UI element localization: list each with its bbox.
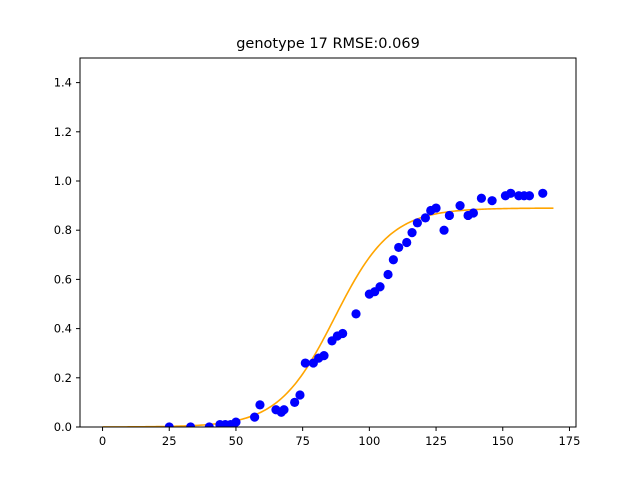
y-tick-label: 0.6 bbox=[54, 272, 72, 286]
x-tick-label: 50 bbox=[229, 434, 244, 448]
y-tick-label: 1.2 bbox=[54, 125, 72, 139]
x-tick-label: 0 bbox=[99, 434, 106, 448]
y-tick-label: 0.0 bbox=[54, 420, 72, 434]
x-tick-label: 25 bbox=[162, 434, 177, 448]
data-point bbox=[351, 309, 361, 319]
data-point bbox=[420, 213, 430, 223]
data-point bbox=[164, 422, 174, 427]
data-point bbox=[300, 358, 310, 368]
axes: 0 25 50 75 100 125 150 175 0.0 0.2 0.4 0.6 0.8 1.0 1.2… bbox=[54, 57, 580, 448]
data-point bbox=[388, 255, 398, 265]
data-point bbox=[290, 397, 300, 407]
y-tick-label: 0.8 bbox=[54, 223, 72, 237]
data-point bbox=[394, 242, 404, 253]
chart-title: genotype 17 RMSE:0.069 bbox=[236, 36, 420, 52]
data-point bbox=[412, 218, 422, 228]
data-point bbox=[476, 193, 487, 203]
y-tick-label: 1.4 bbox=[54, 76, 72, 90]
data-point bbox=[375, 282, 385, 292]
data-point bbox=[204, 422, 214, 427]
data-point bbox=[250, 412, 260, 422]
data-point bbox=[487, 196, 497, 206]
x-tick-label: 100 bbox=[358, 434, 380, 448]
y-tick-label: 1.0 bbox=[54, 174, 72, 188]
data-point bbox=[455, 201, 465, 211]
data-point bbox=[319, 351, 329, 361]
data-point bbox=[431, 203, 441, 213]
x-tick-label: 125 bbox=[425, 434, 447, 448]
data-point bbox=[295, 390, 305, 400]
x-tick-label: 175 bbox=[558, 434, 580, 448]
data-point bbox=[524, 191, 535, 201]
data-point bbox=[407, 228, 417, 238]
data-point bbox=[231, 417, 241, 427]
data-point bbox=[255, 400, 265, 410]
plot-frame bbox=[79, 57, 577, 428]
data-point bbox=[383, 269, 393, 280]
data-point bbox=[506, 188, 516, 198]
plot-area bbox=[102, 188, 554, 427]
data-point bbox=[444, 210, 454, 221]
y-tick-label: 0.4 bbox=[54, 322, 72, 336]
data-point bbox=[538, 188, 548, 198]
fit-curve-line bbox=[102, 207, 554, 427]
data-point bbox=[338, 328, 348, 339]
x-tick-label: 75 bbox=[295, 434, 310, 448]
data-point bbox=[439, 225, 449, 235]
data-point bbox=[402, 237, 412, 248]
data-point bbox=[185, 422, 196, 427]
y-tick-label: 0.2 bbox=[54, 371, 72, 385]
data-point bbox=[468, 208, 479, 218]
plot-content bbox=[102, 188, 554, 427]
x-tick-label: 150 bbox=[492, 434, 514, 448]
data-point bbox=[279, 405, 289, 415]
